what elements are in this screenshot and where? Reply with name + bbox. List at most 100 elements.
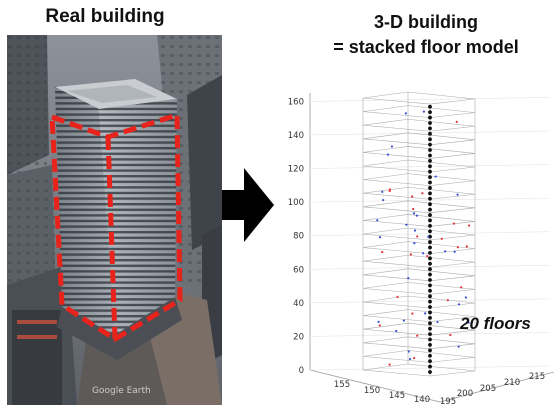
sensor-point xyxy=(402,319,405,322)
x-tick-label: 150 xyxy=(364,386,380,396)
sensor-point xyxy=(408,357,412,361)
floors-label: 20 floors xyxy=(460,314,531,333)
column-node xyxy=(428,196,432,201)
column-node xyxy=(428,191,432,196)
sensor-point xyxy=(427,235,430,238)
sensor-point xyxy=(422,110,425,113)
sensor-point xyxy=(388,189,391,193)
sensor-point xyxy=(413,229,417,232)
sensor-point xyxy=(465,245,468,248)
sensor-point xyxy=(376,219,379,222)
building-photo: Google Earth xyxy=(7,35,222,405)
sensor-point xyxy=(381,250,384,254)
y-tick-label: 205 xyxy=(480,384,496,394)
floor-slab xyxy=(362,350,476,363)
sensor-point xyxy=(407,276,410,280)
floor-slab xyxy=(362,186,476,200)
arrow-right-icon xyxy=(222,168,274,242)
column-node xyxy=(428,169,432,174)
y-tick-label: 210 xyxy=(504,378,520,388)
column-node xyxy=(428,218,432,223)
column-node xyxy=(428,272,432,277)
sensor-point xyxy=(413,356,416,360)
column-node xyxy=(428,245,432,250)
sensor-point xyxy=(378,324,381,327)
sensor-point xyxy=(405,223,408,226)
x-tick-label: 155 xyxy=(334,380,350,390)
sensor-point xyxy=(415,214,419,217)
floor-slab xyxy=(362,91,476,105)
sensor-point xyxy=(436,320,439,324)
column-node xyxy=(428,353,432,358)
sensor-point xyxy=(449,333,452,337)
sensor-point xyxy=(381,190,384,193)
sensor-point xyxy=(407,350,410,353)
column-node xyxy=(428,288,432,293)
real-building-title: Real building xyxy=(45,6,165,27)
sensor-point xyxy=(456,193,459,196)
z-tick-label: 20 xyxy=(293,332,304,342)
floor-slab xyxy=(362,214,476,227)
column-node xyxy=(428,229,432,234)
column-node xyxy=(428,337,432,342)
sensor-point xyxy=(382,198,385,202)
sensor-point xyxy=(434,175,437,178)
x-tick-label: 140 xyxy=(414,395,430,405)
z-tick-label: 40 xyxy=(293,299,304,309)
column-node xyxy=(428,251,432,255)
sensor-point xyxy=(411,312,414,315)
floor-slab xyxy=(362,200,476,214)
z-tick-label: 160 xyxy=(288,97,304,107)
sensor-point xyxy=(457,303,461,306)
sensor-point xyxy=(444,250,447,253)
column-node xyxy=(428,294,432,299)
column-node xyxy=(428,283,432,288)
sensor-point xyxy=(396,295,399,298)
z-tick-label: 140 xyxy=(288,131,304,141)
sensor-point xyxy=(395,329,398,333)
model-title-line1: 3-D building xyxy=(374,12,478,32)
column-node xyxy=(428,121,432,125)
column-node xyxy=(428,326,432,331)
column-node xyxy=(428,223,432,228)
column-node xyxy=(428,234,432,239)
floor-slab xyxy=(362,309,476,322)
floor-slab xyxy=(362,132,476,146)
z-tick-label: 80 xyxy=(293,232,304,242)
floor-slab xyxy=(362,173,476,186)
sensor-point xyxy=(446,299,449,302)
column-node xyxy=(428,158,432,163)
svg-text:Google Earth: Google Earth xyxy=(92,386,151,396)
sensor-point xyxy=(421,192,424,195)
column-node xyxy=(428,213,432,217)
sensor-point xyxy=(464,296,467,299)
column-node xyxy=(428,256,432,261)
sensor-point xyxy=(409,253,412,256)
y-tick-label: 200 xyxy=(457,389,473,399)
floor-slab xyxy=(362,268,476,282)
column-node xyxy=(428,364,432,369)
column-node xyxy=(428,278,432,282)
column-node xyxy=(428,348,432,353)
sensor-point xyxy=(455,120,458,123)
column-node xyxy=(428,126,432,131)
sensor-point xyxy=(416,235,419,238)
sensor-point xyxy=(377,320,380,323)
floor-slab xyxy=(362,146,476,159)
sensor-point xyxy=(386,153,390,156)
z-tick-label: 100 xyxy=(288,198,304,208)
column-node xyxy=(428,261,432,266)
sensor-point xyxy=(440,237,443,240)
column-node xyxy=(428,299,432,304)
column-node xyxy=(428,359,432,364)
column-node xyxy=(428,315,432,320)
x-tick-label: 145 xyxy=(389,391,405,401)
column-node xyxy=(428,137,432,142)
column-node xyxy=(428,186,432,190)
sensor-point xyxy=(412,207,415,211)
sensor-point xyxy=(467,321,470,324)
sensor-point xyxy=(413,242,416,245)
sensor-point xyxy=(390,145,394,148)
floor-slab xyxy=(362,282,476,295)
column-node xyxy=(428,267,432,272)
